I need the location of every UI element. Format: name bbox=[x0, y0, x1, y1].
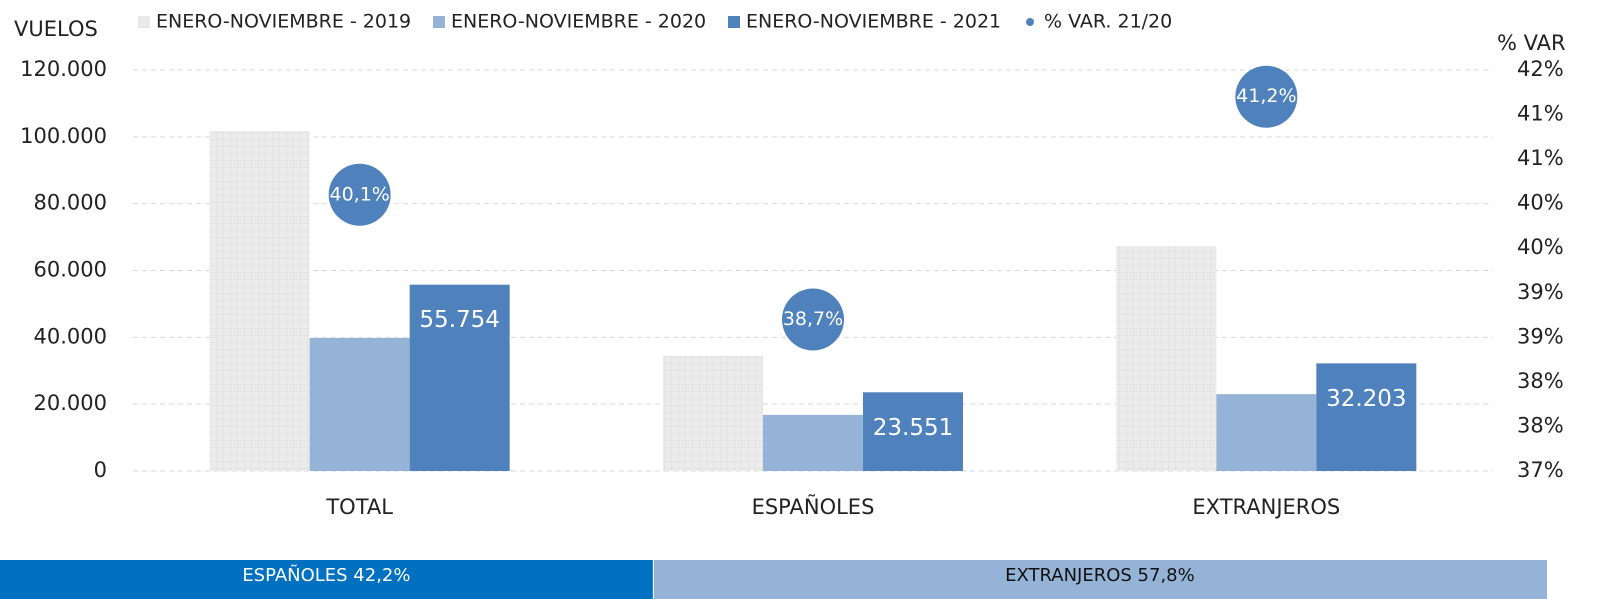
bar bbox=[663, 356, 763, 471]
bar bbox=[1116, 246, 1217, 471]
y2-tick-label: 39% bbox=[1517, 324, 1564, 348]
data-label: 40,1% bbox=[329, 183, 389, 205]
y2-tick-label: 39% bbox=[1517, 280, 1564, 304]
data-label: 55.754 bbox=[419, 307, 499, 333]
legend-label: ENERO-NOVIEMBRE - 2021 bbox=[746, 11, 1001, 33]
y-tick-label: 60.000 bbox=[34, 258, 107, 282]
data-label: 38,7% bbox=[783, 308, 843, 330]
bar bbox=[1316, 363, 1417, 471]
y2-tick-label: 41% bbox=[1517, 146, 1564, 170]
legend-marker bbox=[433, 16, 445, 28]
y-axis-label: VUELOS bbox=[14, 17, 98, 41]
legend-marker bbox=[728, 16, 740, 28]
bar bbox=[863, 392, 963, 471]
y2-tick-label: 40% bbox=[1517, 191, 1564, 215]
x-tick-label: EXTRANJEROS bbox=[1192, 495, 1340, 519]
y2-tick-label: 40% bbox=[1517, 235, 1564, 259]
y-tick-label: 120.000 bbox=[20, 57, 107, 81]
y-tick-label: 100.000 bbox=[20, 124, 107, 148]
legend-label: ENERO-NOVIEMBRE - 2020 bbox=[451, 11, 706, 33]
share-label: ESPAÑOLES 42,2% bbox=[242, 564, 410, 586]
y2-tick-label: 38% bbox=[1517, 413, 1564, 437]
data-label: 41,2% bbox=[1236, 85, 1296, 107]
point bbox=[782, 288, 844, 351]
y2-axis-label: % VAR bbox=[1497, 31, 1566, 55]
y-tick-label: 20.000 bbox=[34, 391, 107, 415]
x-tick-label: TOTAL bbox=[325, 495, 393, 519]
share-segment bbox=[653, 560, 1547, 599]
bar bbox=[1216, 394, 1317, 471]
legend-marker bbox=[138, 16, 150, 28]
y2-tick-label: 37% bbox=[1517, 458, 1564, 482]
y-tick-label: 80.000 bbox=[34, 191, 107, 215]
bar bbox=[209, 131, 310, 471]
data-label: 23.551 bbox=[873, 415, 953, 441]
y-tick-label: 0 bbox=[94, 458, 107, 482]
point bbox=[328, 163, 391, 226]
legend-label: % VAR. 21/20 bbox=[1044, 11, 1172, 33]
y-tick-label: 40.000 bbox=[34, 324, 107, 348]
point bbox=[1235, 65, 1298, 128]
y2-tick-label: 38% bbox=[1517, 369, 1564, 393]
share-label: EXTRANJEROS 57,8% bbox=[1005, 565, 1195, 586]
legend-marker bbox=[1026, 18, 1034, 26]
y2-tick-label: 42% bbox=[1517, 57, 1564, 81]
bar bbox=[409, 284, 510, 471]
legend-label: ENERO-NOVIEMBRE - 2019 bbox=[156, 11, 411, 33]
y2-tick-label: 41% bbox=[1517, 102, 1564, 126]
data-label: 32.203 bbox=[1326, 386, 1406, 412]
x-tick-label: ESPAÑOLES bbox=[752, 493, 875, 519]
share-segment bbox=[0, 560, 653, 599]
bar bbox=[763, 414, 863, 471]
bar bbox=[309, 338, 410, 471]
